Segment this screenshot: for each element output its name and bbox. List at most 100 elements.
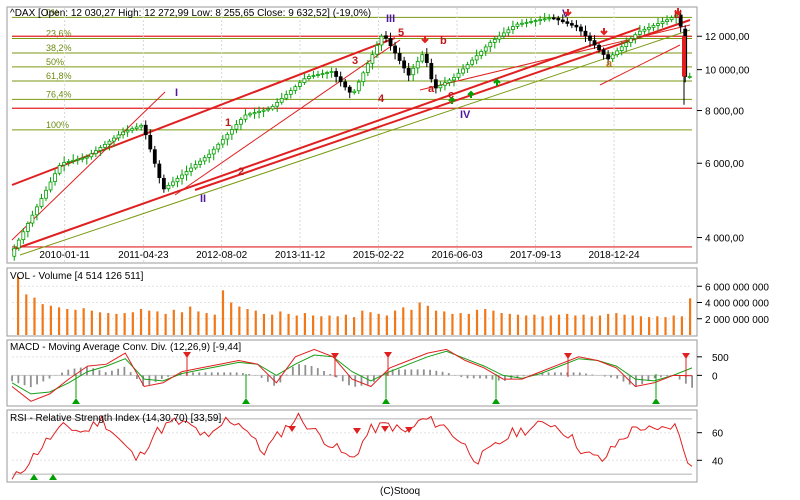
macd-hist-bar-40	[260, 375, 263, 378]
macd-hist-bar-67	[429, 369, 431, 376]
macd-hist-bar-48	[310, 366, 313, 376]
candle-body-1	[16, 239, 21, 249]
rsi-line	[11, 412, 693, 480]
macd-hist-bar-99	[628, 375, 631, 385]
macd-hist-bar-49	[316, 368, 319, 376]
wave-label-5: 1	[225, 117, 231, 129]
volume-bar-28	[246, 309, 249, 335]
candle-body-24	[121, 131, 125, 136]
candle-body-29	[143, 124, 148, 136]
candle-body-28	[139, 124, 144, 128]
price-panel-header: ^DAX [Open: 12 030,27 High: 12 272,99 Lo…	[10, 8, 371, 19]
candle-body-6	[39, 198, 44, 207]
trend-line-7	[599, 44, 681, 86]
price-ytick-label-2: 8 000,00	[705, 107, 744, 118]
candle-body-121	[560, 19, 565, 23]
rsi-panel-header: RSI - Relative Strength Index (14,30,70)…	[10, 413, 221, 424]
candle-body-132	[610, 54, 615, 60]
volume-bar-14	[131, 312, 134, 335]
price-ytick-label-1: 10 000,00	[705, 66, 750, 77]
macd-hist-bar-18	[123, 366, 126, 376]
volume-bar-47	[402, 307, 405, 335]
volume-bar-45	[385, 315, 388, 335]
macd-ytick-label-1: 0	[712, 371, 718, 382]
candle-body-103	[479, 50, 484, 56]
candle-body-99	[461, 68, 465, 74]
macd-hist-bar-55	[354, 375, 357, 387]
fib-label-1: 23,6%	[46, 29, 72, 39]
candle-body-60	[284, 94, 289, 99]
candle-body-79	[370, 54, 375, 64]
volume-bar-4	[49, 305, 52, 335]
rsi-sell-marker-1	[353, 428, 361, 434]
volume-bar-38	[328, 315, 331, 335]
price-up-arrow-0	[448, 96, 456, 104]
volume-bar-62	[525, 315, 528, 335]
volume-bar-20	[180, 312, 184, 335]
candle-body-109	[506, 29, 511, 34]
macd-hist-bar-32	[210, 372, 213, 376]
candle-body-41	[198, 160, 203, 165]
volume-bar-22	[197, 311, 200, 335]
volume-bar-68	[574, 315, 577, 335]
volume-bar-16	[148, 310, 151, 335]
candle-body-144	[665, 19, 669, 22]
macd-hist-bar-86	[547, 372, 550, 376]
volume-bar-65	[549, 315, 552, 335]
macd-signal-line	[11, 350, 693, 395]
macd-hist-bar-87	[553, 372, 556, 376]
macd-hist-bar-35	[229, 372, 232, 376]
candle-body-89	[415, 61, 420, 69]
candle-body-32	[157, 163, 162, 179]
candle-body-18	[93, 150, 98, 155]
macd-hist-bar-56	[360, 375, 363, 386]
macd-hist-bar-17	[117, 368, 120, 376]
trend-line-4	[11, 91, 166, 241]
candle-body-142	[656, 23, 660, 26]
trend-line-6	[419, 24, 691, 91]
candle-body-146	[674, 14, 679, 18]
macd-hist-bar-73	[466, 375, 469, 379]
volume-bar-51	[434, 310, 438, 335]
price-up-arrow-2	[493, 78, 501, 86]
candle-body-66	[311, 75, 316, 77]
candle-body-56	[266, 108, 271, 111]
candle-body-52	[248, 113, 252, 116]
macd-hist-bar-36	[235, 372, 238, 376]
macd-panel-frame	[6, 339, 698, 407]
macd-hist-bar-1	[17, 375, 20, 384]
wave-label-10: a	[428, 83, 435, 95]
fib-label-2: 38,2%	[46, 43, 72, 53]
volume-bar-66	[557, 314, 561, 335]
volume-bar-70	[590, 316, 593, 335]
candle-body-31	[152, 149, 157, 164]
volume-bar-32	[279, 311, 282, 335]
wave-label-13: a	[606, 58, 613, 70]
candle-body-125	[579, 26, 583, 32]
candle-body-23	[116, 134, 121, 139]
volume-bar-64	[541, 316, 544, 335]
volume-bar-23	[205, 313, 208, 335]
volume-bar-43	[369, 312, 372, 335]
macd-sell-marker-0	[183, 352, 191, 358]
macd-hist-bar-51	[329, 373, 332, 376]
volume-bar-29	[254, 310, 257, 335]
candle-body-69	[325, 72, 329, 74]
macd-hist-bar-21	[142, 375, 145, 386]
candle-body-117	[542, 18, 547, 21]
price-candles	[12, 9, 692, 261]
macd-hist-bar-83	[528, 374, 531, 376]
macd-hist-bar-107	[678, 375, 681, 380]
candle-body-96	[447, 79, 452, 83]
volume-bar-11	[107, 313, 110, 335]
macd-hist-bar-26	[173, 374, 176, 376]
macd-hist-bar-91	[578, 372, 581, 376]
rsi-gridlines	[12, 418, 692, 475]
volume-bar-21	[189, 306, 192, 335]
macd-hist-bar-90	[572, 372, 575, 376]
volume-bar-1	[25, 294, 28, 335]
candle-body-133	[615, 50, 620, 56]
macd-y-ticks: 500 0	[697, 353, 729, 382]
price-x-ticks: 2010-01-11 2011-04-23 2012-08-02 2013-11-12…	[39, 250, 640, 261]
